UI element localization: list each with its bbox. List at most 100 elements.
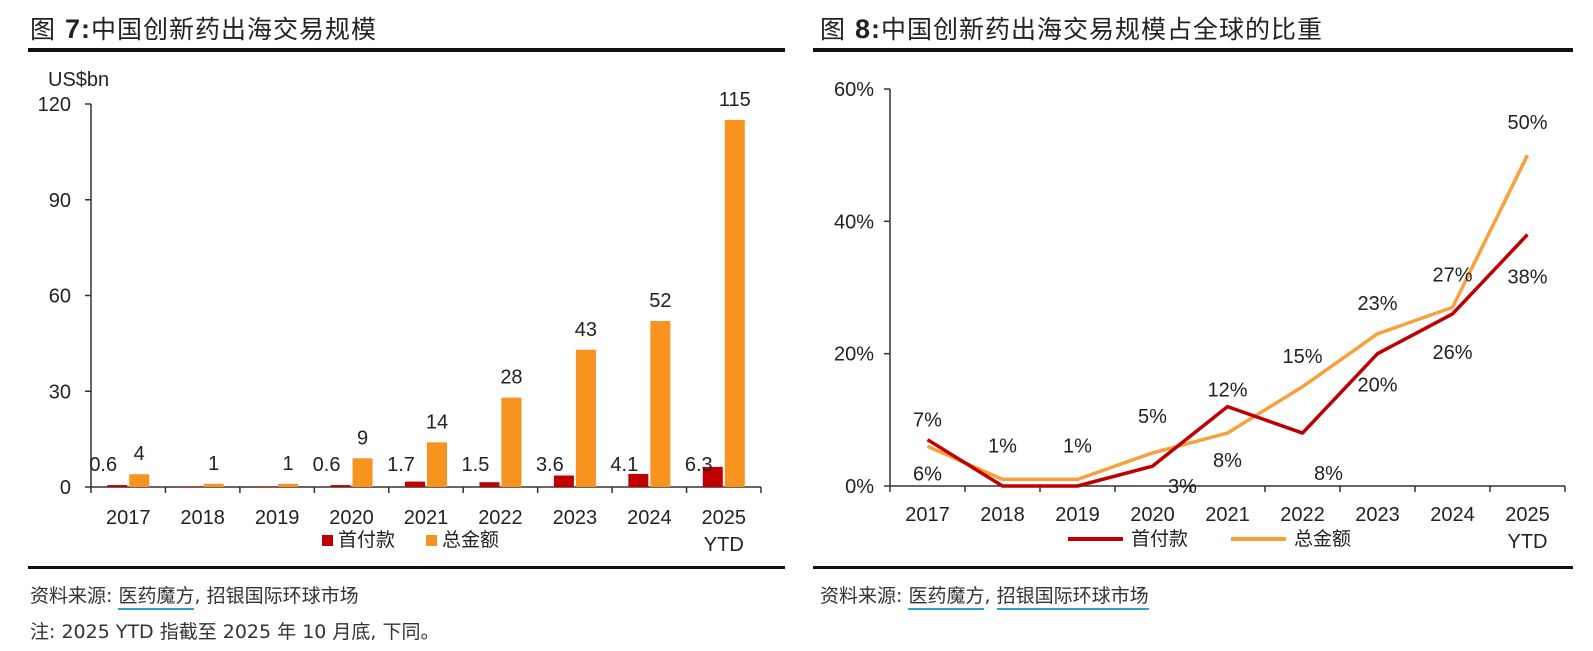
- left-note: 注: 2025 YTD 指截至 2025 年 10 月底, 下同。: [30, 621, 440, 643]
- upfront-share-label: 7%: [913, 410, 942, 432]
- bar-y-tick-label: 0: [60, 477, 71, 499]
- right-source: 资料来源: 医药魔方, 招银国际环球市场: [820, 581, 1149, 610]
- line-x-tick-label: 2022: [1280, 504, 1325, 526]
- right-bottom-rule: [813, 566, 1573, 569]
- line-y-tick-label: 20%: [834, 344, 874, 366]
- bar-x-tick-label: 2019: [255, 507, 300, 529]
- bar-x-tick-label: 2024: [627, 507, 672, 529]
- upfront-data-label: 3.6: [536, 454, 564, 476]
- total-data-label: 52: [649, 290, 671, 312]
- upfront-bar: [107, 485, 128, 487]
- total-share-label: 6%: [913, 463, 942, 485]
- line-x-tick-label: 2023: [1355, 504, 1400, 526]
- total-bar: [650, 321, 671, 487]
- line-x-tick-label: 2019: [1055, 504, 1100, 526]
- line-x-tick-label: 2017: [905, 504, 950, 526]
- total-data-label: 115: [719, 89, 751, 111]
- line-y-tick-label: 40%: [834, 211, 874, 233]
- line-chart: 0% 20% 40% 60% 2017 2018 2019 2020 2021 2022 2023 2…: [834, 79, 1566, 553]
- total-share-label: 1%: [1063, 435, 1092, 457]
- total-bar: [278, 483, 299, 487]
- total-data-label: 28: [500, 367, 522, 389]
- line-x-tick-label: 2020: [1130, 504, 1175, 526]
- upfront-data-label: 1.5: [462, 454, 490, 476]
- total-share-label: 8%: [1213, 450, 1242, 472]
- upfront-data-label: 6.3: [685, 454, 713, 476]
- upfront-data-label: 0.6: [313, 454, 341, 476]
- line-x-tick-label: 2021: [1205, 504, 1250, 526]
- total-share-label: 50%: [1507, 112, 1547, 134]
- bar-y-tick-label: 30: [49, 381, 71, 403]
- left-source: 资料来源: 医药魔方, 招银国际环球市场: [30, 581, 359, 610]
- total-data-label: 1: [283, 453, 294, 475]
- bar-x-tick-label: 2018: [180, 507, 225, 529]
- total-share-label: 27%: [1432, 264, 1472, 286]
- upfront-share-label: 12%: [1207, 380, 1247, 402]
- total-bar: [427, 442, 447, 487]
- upfront-share-label: 8%: [1314, 463, 1343, 485]
- upfront-bar: [181, 486, 202, 488]
- legend-total-swatch: [426, 535, 437, 546]
- total-share-label: 23%: [1357, 293, 1397, 315]
- line-x-tick-label: 2018: [980, 504, 1025, 526]
- upfront-share-label: 20%: [1357, 375, 1397, 397]
- line-y-tick-label: 60%: [834, 79, 874, 101]
- line-x-tick-label: 2025: [1505, 504, 1550, 526]
- total-data-label: 1: [208, 453, 219, 475]
- total-bar: [575, 349, 596, 487]
- bar-chart: US$bn 0 30 60 90 120 2017 0.6 4 2018 1 2019 1 2020 0.…: [38, 69, 762, 556]
- legend-upfront-label: 首付款: [1131, 528, 1188, 550]
- bar-y-tick-label: 120: [38, 94, 71, 116]
- bar-x-tick-label: 2020: [329, 507, 374, 529]
- bar-x-tick-label: 2023: [553, 507, 598, 529]
- bar-x-tick-label: 2025: [702, 507, 747, 529]
- line-x-tick-sublabel: YTD: [1508, 531, 1548, 553]
- total-bar: [724, 119, 745, 488]
- bar-y-tick-label: 90: [49, 190, 71, 212]
- legend-upfront-label: 首付款: [338, 529, 395, 551]
- upfront-bar: [479, 482, 500, 487]
- upfront-share-label: 26%: [1432, 342, 1472, 364]
- upfront-data-label: 1.7: [387, 454, 415, 476]
- upfront-bar: [702, 466, 723, 487]
- total-bar: [352, 458, 373, 487]
- bar-x-tick-label: 2017: [106, 507, 151, 529]
- upfront-data-label: 4.1: [610, 454, 638, 476]
- left-title-rule: [28, 48, 785, 52]
- bar-x-tick-label: 2021: [404, 507, 449, 529]
- left-chart-title: 图 7:中国创新药出海交易规模: [30, 14, 377, 44]
- right-title-rule: [813, 48, 1573, 52]
- upfront-share-label: 3%: [1168, 476, 1197, 498]
- bar-x-tick-label: 2022: [478, 507, 523, 529]
- upfront-bar: [330, 485, 351, 487]
- right-chart-title: 图 8:中国创新药出海交易规模占全球的比重: [820, 14, 1323, 44]
- total-share-label: 1%: [988, 435, 1017, 457]
- legend-total-label: 总金额: [1294, 528, 1351, 550]
- total-bar: [501, 397, 522, 487]
- bar-unit-label: US$bn: [48, 69, 109, 91]
- total-data-label: 9: [357, 427, 368, 449]
- source-link-cmbi-right[interactable]: 招银国际环球市场: [996, 585, 1149, 610]
- bar-y-tick-label: 60: [49, 286, 71, 308]
- upfront-share-line: [926, 233, 1529, 488]
- total-data-label: 43: [575, 319, 597, 341]
- upfront-bar: [628, 473, 649, 487]
- bar-x-tick-sublabel: YTD: [704, 534, 744, 556]
- upfront-bar: [405, 481, 425, 487]
- total-bar: [129, 474, 150, 487]
- total-share-label: 15%: [1282, 346, 1322, 368]
- total-data-label: 14: [426, 411, 448, 433]
- upfront-bar: [553, 475, 574, 487]
- upfront-bar: [256, 486, 277, 488]
- total-data-label: 4: [134, 443, 145, 465]
- upfront-data-label: 0.6: [89, 454, 117, 476]
- legend-total-label: 总金额: [442, 529, 499, 551]
- source-link-yiyaomofang[interactable]: 医药魔方: [118, 585, 195, 610]
- total-share-label: 5%: [1138, 406, 1167, 428]
- total-share-line: [926, 154, 1530, 482]
- source-link-yiyaomofang-right[interactable]: 医药魔方: [908, 585, 985, 610]
- line-y-tick-label: 0%: [845, 476, 874, 498]
- line-x-tick-label: 2024: [1430, 504, 1475, 526]
- upfront-share-label: 38%: [1507, 267, 1547, 289]
- total-bar: [203, 483, 224, 487]
